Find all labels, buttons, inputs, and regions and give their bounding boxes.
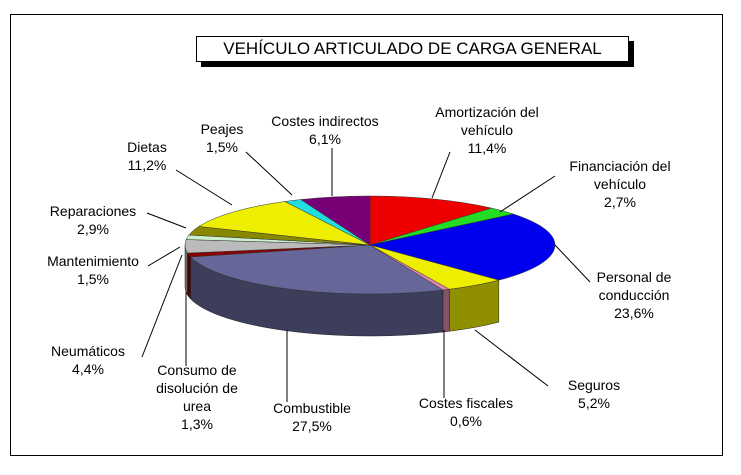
slice-label-9: Reparaciones 2,9%	[50, 203, 136, 237]
slice-label-7: Neumáticos 4,4%	[51, 343, 125, 377]
pie-slice-12[interactable]	[300, 195, 371, 246]
leader-line-8	[147, 246, 181, 267]
slice-label-12: Costes indirectos 6,1%	[271, 113, 378, 147]
pie-side-6	[187, 252, 191, 300]
pie-slice-10[interactable]	[198, 201, 371, 246]
slice-label-6: Consumo de disolución de urea 1,3%	[156, 362, 238, 432]
leader-line-2	[554, 244, 591, 283]
slice-label-11: Peajes 1,5%	[201, 121, 244, 155]
pie-side-4	[442, 288, 450, 333]
slice-label-0: Amortización del vehículo 11,4%	[435, 104, 539, 156]
chart-title: VEHÍCULO ARTICULADO DE CARGA GENERAL	[196, 36, 629, 62]
slice-label-2: Personal de conducción 23,6%	[597, 269, 672, 321]
pie-slice-0[interactable]	[369, 195, 493, 246]
leader-line-11	[245, 151, 293, 196]
leader-line-7	[141, 254, 183, 358]
leader-line-0	[431, 151, 451, 199]
leader-line-10	[175, 169, 233, 206]
slice-label-4: Costes fiscales 0,6%	[419, 395, 513, 429]
slice-label-10: Dietas 11,2%	[127, 139, 167, 173]
pie-slice-2[interactable]	[369, 213, 556, 281]
slice-label-3: Seguros 5,2%	[568, 377, 620, 411]
leader-line-9	[146, 212, 187, 229]
slice-label-8: Mantenimiento 1,5%	[47, 253, 139, 287]
chart-frame	[10, 14, 723, 456]
pie-slice-5[interactable]	[190, 244, 444, 295]
leader-line-3	[474, 329, 549, 387]
slice-label-5: Combustible 27,5%	[273, 400, 351, 434]
slice-label-1: Financiación del vehículo 2,7%	[569, 158, 670, 210]
leader-line-1	[499, 175, 556, 213]
